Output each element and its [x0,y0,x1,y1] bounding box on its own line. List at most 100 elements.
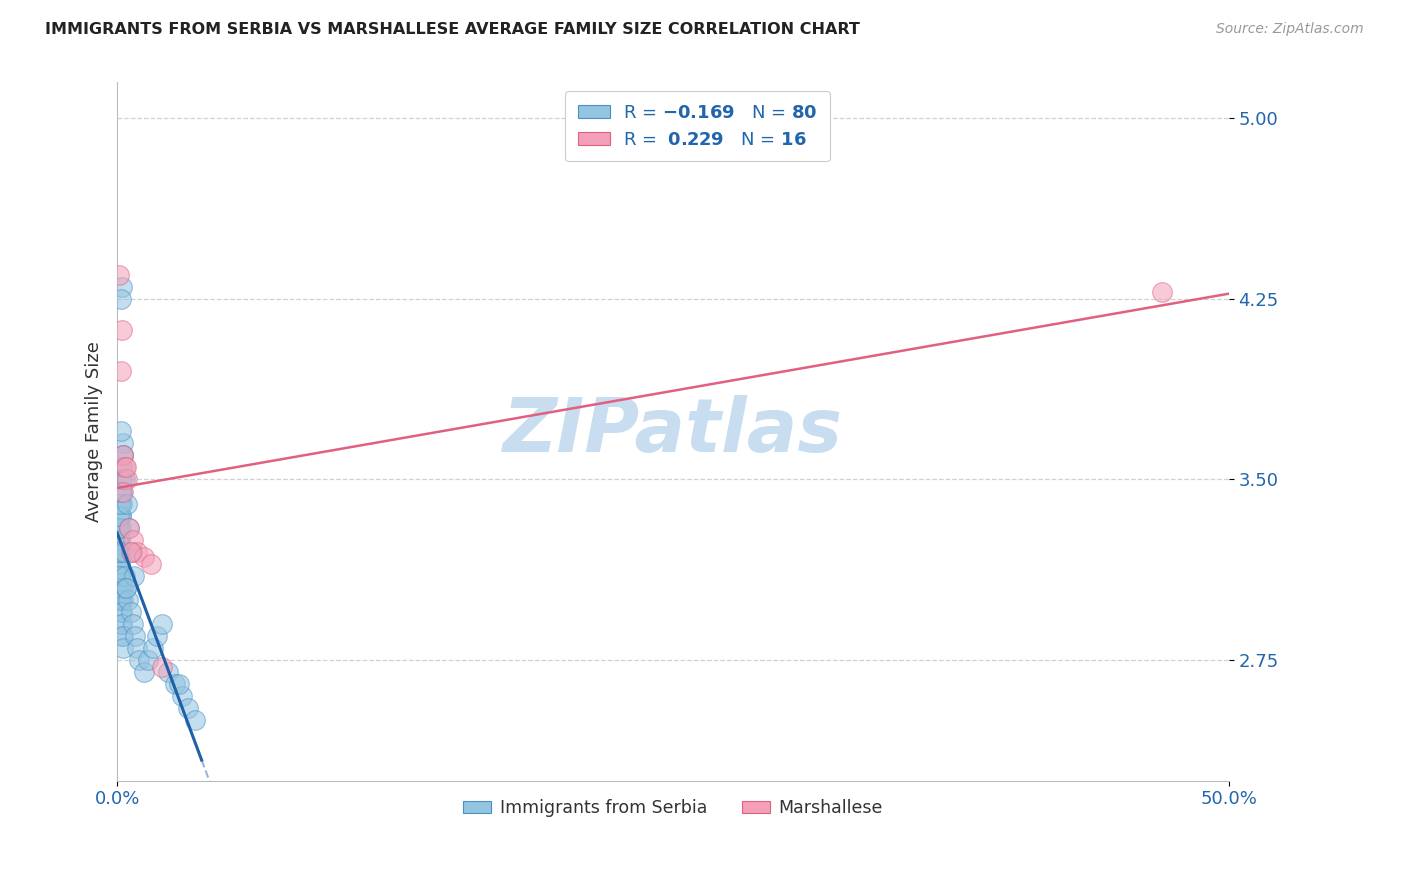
Legend: Immigrants from Serbia, Marshallese: Immigrants from Serbia, Marshallese [456,792,890,824]
Point [111,484,134,499]
Point [108,569,131,583]
Point [108,533,131,547]
Point [110,521,132,535]
Y-axis label: Average Family Size: Average Family Size [86,341,103,522]
Point [110,593,132,607]
Point [110,593,132,607]
Point [111,473,134,487]
Point [170,690,193,704]
Point [114,569,136,583]
Point [111,593,134,607]
Point [111,629,134,643]
Point [121,545,143,559]
Point [110,424,132,438]
Point [108,557,131,571]
Point [120,605,142,619]
Point [108,545,131,559]
Point [115,460,138,475]
Text: IMMIGRANTS FROM SERBIA VS MARSHALLESE AVERAGE FAMILY SIZE CORRELATION CHART: IMMIGRANTS FROM SERBIA VS MARSHALLESE AV… [45,22,860,37]
Point [107,545,129,559]
Point [122,569,145,583]
Point [107,593,129,607]
Point [184,714,207,728]
Point [111,605,134,619]
Point [110,508,132,523]
Point [110,364,132,378]
Point [136,653,159,667]
Point [150,660,173,674]
Text: ZIPatlas: ZIPatlas [503,395,842,467]
Point [124,629,146,643]
Point [112,449,135,463]
Point [107,569,129,583]
Point [157,665,180,680]
Point [108,581,131,595]
Point [111,617,134,632]
Point [108,508,131,523]
Point [128,653,150,667]
Point [169,677,191,691]
Point [107,581,129,595]
Point [111,497,134,511]
Point [1150,285,1173,299]
Point [108,545,131,559]
Point [110,292,132,306]
Point [111,279,134,293]
Point [110,617,132,632]
Point [108,268,131,282]
Point [142,641,165,656]
Point [177,701,200,715]
Point [114,460,136,475]
Point [108,569,131,583]
Point [111,581,134,595]
Point [115,473,138,487]
Point [112,436,135,450]
Point [112,545,135,559]
Point [108,545,131,559]
Point [107,545,129,559]
Point [111,449,134,463]
Point [110,473,132,487]
Point [110,569,132,583]
Point [108,557,131,571]
Point [121,617,143,632]
Point [132,665,155,680]
Point [146,629,169,643]
Point [110,581,132,595]
Point [108,497,131,511]
Point [107,533,129,547]
Point [108,569,131,583]
Point [111,629,134,643]
Point [132,549,155,564]
Point [110,484,132,499]
Point [115,581,138,595]
Point [114,473,136,487]
Point [115,497,138,511]
Point [115,581,138,595]
Point [120,545,142,559]
Text: Source: ZipAtlas.com: Source: ZipAtlas.com [1216,22,1364,37]
Point [110,533,132,547]
Point [117,593,139,607]
Point [108,557,131,571]
Point [111,484,134,499]
Point [111,460,134,475]
Point [110,508,132,523]
Point [108,521,131,535]
Point [111,449,134,463]
Point [111,323,134,337]
Point [107,557,129,571]
Point [118,521,141,535]
Point [150,617,173,632]
Point [118,521,141,535]
Point [127,545,149,559]
Point [127,641,149,656]
Point [111,460,134,475]
Point [110,497,132,511]
Point [121,533,143,547]
Point [163,677,186,691]
Point [110,605,132,619]
Point [139,557,162,571]
Point [110,484,132,499]
Point [108,521,131,535]
